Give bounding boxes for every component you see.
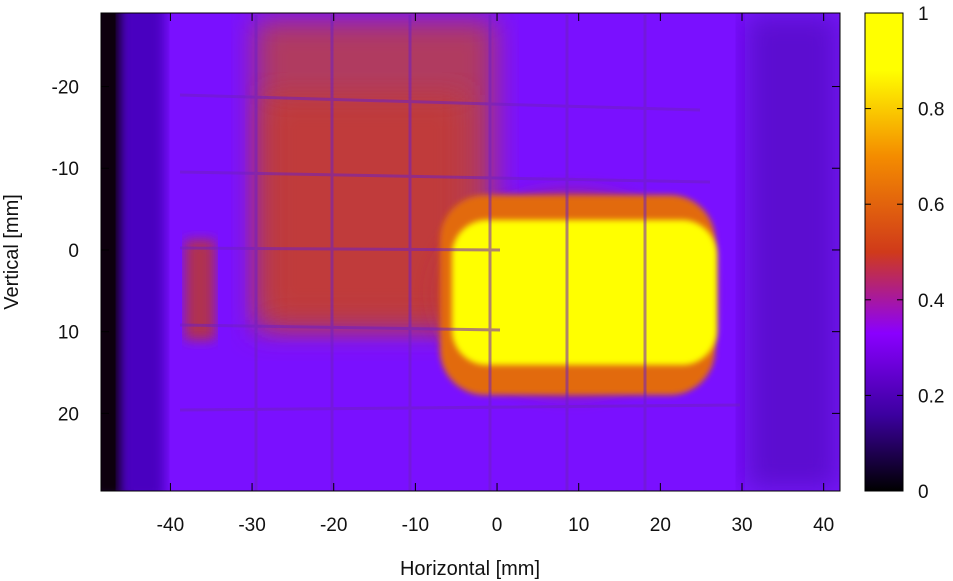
heatmap-image (101, 13, 840, 491)
heatmap-right-dim (745, 13, 840, 491)
heatmap-core (452, 220, 717, 365)
x-tick-label: 0 (492, 515, 503, 536)
colorbar-gradient (864, 12, 904, 492)
x-tick-label: -40 (157, 515, 184, 536)
y-tick-label: -20 (52, 78, 79, 99)
heatmap-left-strip (185, 240, 215, 340)
colorbar-tick-label: 0.2 (918, 386, 944, 407)
colorbar-ticks: 0 0.2 0.4 0.6 0.8 1 (865, 4, 945, 503)
y-tick-label: 0 (68, 241, 79, 262)
colorbar-tick-label: 0 (918, 482, 929, 503)
x-tick-label: 40 (813, 515, 834, 536)
colorbar-tick-label: 0.8 (918, 100, 944, 121)
heatmap-grid-lines (179, 15, 741, 491)
colorbar-tick-label: 0.4 (918, 291, 945, 312)
colorbar: 0 0.2 0.4 0.6 0.8 1 (864, 4, 945, 503)
y-tick-label: -10 (52, 159, 79, 180)
x-axis: -40 -30 -20 -10 0 10 20 30 40 (157, 13, 834, 536)
x-tick-label: -30 (238, 515, 265, 536)
colorbar-tick-label: 1 (918, 4, 929, 25)
x-tick-label: 20 (650, 515, 671, 536)
colorbar-tick-label: 0.6 (918, 195, 944, 216)
x-axis-title: Horizontal [mm] (400, 558, 540, 580)
y-axis-title: Vertical [mm] (1, 194, 23, 310)
x-tick-label: 30 (731, 515, 752, 536)
heatmap-left-gradient (120, 13, 165, 491)
x-tick-label: -20 (320, 515, 347, 536)
y-tick-label: 10 (58, 323, 79, 344)
plot-frame (100, 12, 841, 492)
x-tick-label: 10 (568, 515, 589, 536)
x-tick-label: -10 (402, 515, 429, 536)
y-axis: -20 -10 0 10 20 (52, 78, 840, 425)
y-tick-label: 20 (58, 404, 79, 425)
